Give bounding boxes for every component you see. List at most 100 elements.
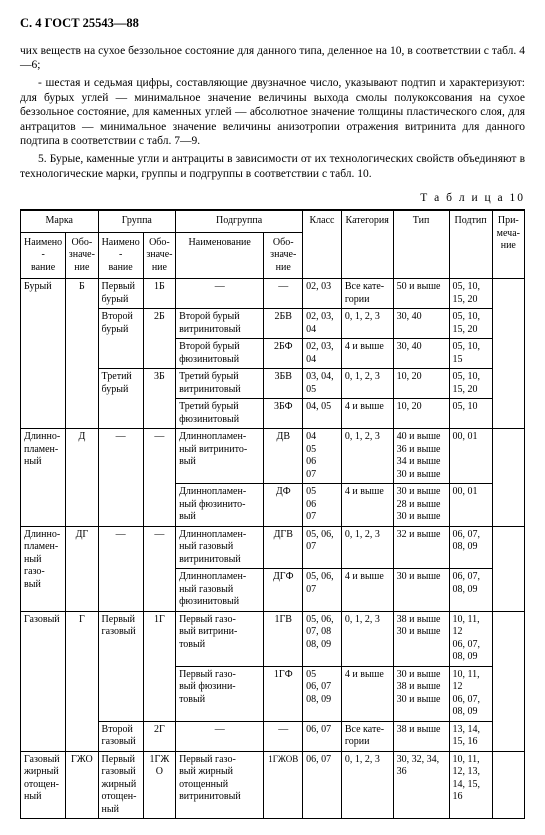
paragraph-2: - шестая и седьмая цифры, составляющие д… <box>20 76 525 148</box>
cell: Длинно-пламен-ный <box>21 429 66 527</box>
cell: 10, 20 <box>393 369 449 399</box>
hdr-podgruppa-obo: Обо-значе-ние <box>264 232 303 279</box>
cell: Третий бурый витринитовый <box>176 369 264 399</box>
cell: — <box>264 279 303 309</box>
cell: Второй бурый витринитовый <box>176 309 264 339</box>
cell: 30, 40 <box>393 339 449 369</box>
cell: Второй бурый <box>98 309 143 369</box>
cell: 4 и выше <box>341 399 393 429</box>
cell: 06, 07, 08, 09 <box>449 526 492 569</box>
cell: 30 и выше <box>393 569 449 612</box>
cell: — <box>264 721 303 751</box>
cell: 4 и выше <box>341 484 393 527</box>
cell: 10, 11, 1206, 07, 08, 09 <box>449 611 492 666</box>
hdr-klass: Класс <box>303 210 342 279</box>
hdr-gruppa-obo: Обо-значе-ние <box>143 232 175 279</box>
cell: 05, 10 <box>449 399 492 429</box>
cell: 38 и выше <box>393 721 449 751</box>
cell: Длиннопламен-ный газовый витринитовый <box>176 526 264 569</box>
cell: 50 и выше <box>393 279 449 309</box>
cell: Г <box>66 611 98 751</box>
cell: 1ГФ <box>264 666 303 721</box>
hdr-marka-obo: Обо-значе-ние <box>66 232 98 279</box>
cell: 05, 06, 07 <box>303 526 342 569</box>
cell: 3Б <box>143 369 175 429</box>
cell: Первый газо-вый жирный отощенный витрини… <box>176 751 264 819</box>
cell: 3БФ <box>264 399 303 429</box>
hdr-prim: При-меча-ние <box>492 210 524 279</box>
hdr-gruppa-name: Наимено-вание <box>98 232 143 279</box>
cell: — <box>176 721 264 751</box>
cell: 02, 03 <box>303 279 342 309</box>
cell: 1Г <box>143 611 175 721</box>
cell: Длиннопламен-ный газовый фюзинитовый <box>176 569 264 612</box>
cell: ДГВ <box>264 526 303 569</box>
cell: 1ГЖО <box>143 751 175 819</box>
cell: ДГФ <box>264 569 303 612</box>
cell: 1ГВ <box>264 611 303 666</box>
cell: Первый газо-вый фюзини-товый <box>176 666 264 721</box>
cell: 0, 1, 2, 3 <box>341 309 393 339</box>
cell: 2БФ <box>264 339 303 369</box>
cell: Длиннопламен-ный фюзинито-вый <box>176 484 264 527</box>
cell: 05, 10, 15, 20 <box>449 309 492 339</box>
cell: Д <box>66 429 98 527</box>
cell: 2БВ <box>264 309 303 339</box>
cell: 05, 10, 15, 20 <box>449 279 492 309</box>
cell: 0, 1, 2, 3 <box>341 751 393 819</box>
cell: Длинно-пламен-ный газо-вый <box>21 526 66 611</box>
cell: 13, 14, 15, 16 <box>449 721 492 751</box>
cell: 1Б <box>143 279 175 309</box>
cell: Первый газо-вый витрини-товый <box>176 611 264 666</box>
cell: — <box>98 429 143 527</box>
cell: 30, 32, 34, 36 <box>393 751 449 819</box>
cell: 03, 04, 05 <box>303 369 342 399</box>
cell: Длиннопламен-ный витринито-вый <box>176 429 264 484</box>
hdr-kat: Категория <box>341 210 393 279</box>
cell: Второй бурый фюзинитовый <box>176 339 264 369</box>
cell <box>492 279 524 429</box>
cell: 4 и выше <box>341 666 393 721</box>
cell <box>492 751 524 819</box>
hdr-marka-name: Наимено-вание <box>21 232 66 279</box>
cell: Все кате-гории <box>341 279 393 309</box>
hdr-tip: Тип <box>393 210 449 279</box>
cell: 10, 11, 1206, 07, 08, 09 <box>449 666 492 721</box>
cell: 30 и выше38 и выше30 и выше <box>393 666 449 721</box>
cell: 2Б <box>143 309 175 369</box>
cell: 02, 03, 04 <box>303 339 342 369</box>
cell: — <box>176 279 264 309</box>
cell: ДВ <box>264 429 303 484</box>
cell <box>492 526 524 611</box>
cell: 06, 07 <box>303 751 342 819</box>
cell: 050607 <box>303 484 342 527</box>
cell: — <box>98 526 143 611</box>
coal-table: Марка Группа Подгруппа Класс Категория Т… <box>20 209 525 819</box>
cell <box>492 429 524 527</box>
cell: 3БВ <box>264 369 303 399</box>
cell: 0, 1, 2, 3 <box>341 611 393 666</box>
cell: 05, 06, 07 <box>303 569 342 612</box>
hdr-marka: Марка <box>21 210 99 232</box>
cell: 05, 10, 15 <box>449 339 492 369</box>
cell: 40 и выше36 и выше34 и выше30 и выше <box>393 429 449 484</box>
cell: 00, 01 <box>449 429 492 484</box>
paragraph-1: чих веществ на сухое беззольное состояни… <box>20 44 525 73</box>
cell: Второй газовый <box>98 721 143 751</box>
cell: Первый газовый <box>98 611 143 721</box>
cell: 0, 1, 2, 3 <box>341 429 393 484</box>
paragraph-3: 5. Бурые, каменные угли и антрациты в за… <box>20 152 525 181</box>
cell: 4 и выше <box>341 339 393 369</box>
cell: — <box>143 429 175 527</box>
cell: 4 и выше <box>341 569 393 612</box>
cell: Бурый <box>21 279 66 429</box>
cell: ДФ <box>264 484 303 527</box>
cell: Б <box>66 279 98 429</box>
cell: ДГ <box>66 526 98 611</box>
cell: ГЖО <box>66 751 98 819</box>
cell: 06, 07 <box>303 721 342 751</box>
cell: 05, 06, 07, 08 08, 09 <box>303 611 342 666</box>
cell: 0506, 0708, 09 <box>303 666 342 721</box>
cell: 10, 11, 12, 13, 14, 15, 16 <box>449 751 492 819</box>
cell: Все кате-гории <box>341 721 393 751</box>
